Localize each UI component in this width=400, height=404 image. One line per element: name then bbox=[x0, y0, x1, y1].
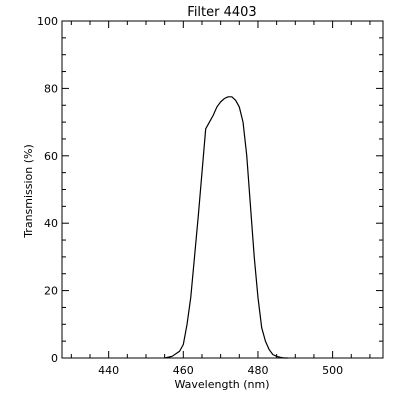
y-tick-label: 80 bbox=[44, 82, 58, 95]
chart-title: Filter 4403 bbox=[187, 5, 256, 20]
y-tick-label: 20 bbox=[44, 285, 58, 298]
y-tick-label: 0 bbox=[51, 352, 58, 365]
y-tick-label: 60 bbox=[44, 150, 58, 163]
x-tick-label: 480 bbox=[247, 364, 268, 377]
transmission-curve bbox=[164, 96, 288, 359]
y-axis-label: Transmission (%) bbox=[22, 144, 35, 239]
ticks bbox=[62, 20, 383, 359]
x-axis-label: Wavelength (nm) bbox=[174, 378, 269, 391]
series-group bbox=[164, 96, 288, 359]
plot-frame bbox=[61, 20, 384, 359]
x-tick-label: 440 bbox=[98, 364, 119, 377]
x-tick-label: 460 bbox=[173, 364, 194, 377]
axes bbox=[61, 20, 384, 359]
tick-labels: 440 460 480 500 0 20 40 60 80 100 bbox=[37, 15, 343, 377]
x-tick-label: 500 bbox=[322, 364, 343, 377]
y-tick-label: 40 bbox=[44, 217, 58, 230]
y-tick-label: 100 bbox=[37, 15, 58, 28]
